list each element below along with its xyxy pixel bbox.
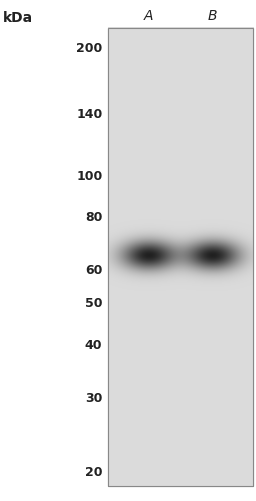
Text: A: A [144, 9, 153, 23]
Text: 100: 100 [76, 170, 102, 183]
Text: B: B [208, 9, 217, 23]
Text: 30: 30 [85, 392, 102, 405]
Text: 60: 60 [85, 264, 102, 277]
Text: kDa: kDa [3, 11, 33, 25]
Text: 50: 50 [85, 298, 102, 311]
Text: 80: 80 [85, 211, 102, 224]
Bar [108, 28, 253, 486]
Text: 40: 40 [85, 339, 102, 352]
Text: 20: 20 [85, 466, 102, 479]
Text: 140: 140 [76, 108, 102, 121]
Text: 200: 200 [76, 42, 102, 55]
Bar [108, 28, 253, 486]
